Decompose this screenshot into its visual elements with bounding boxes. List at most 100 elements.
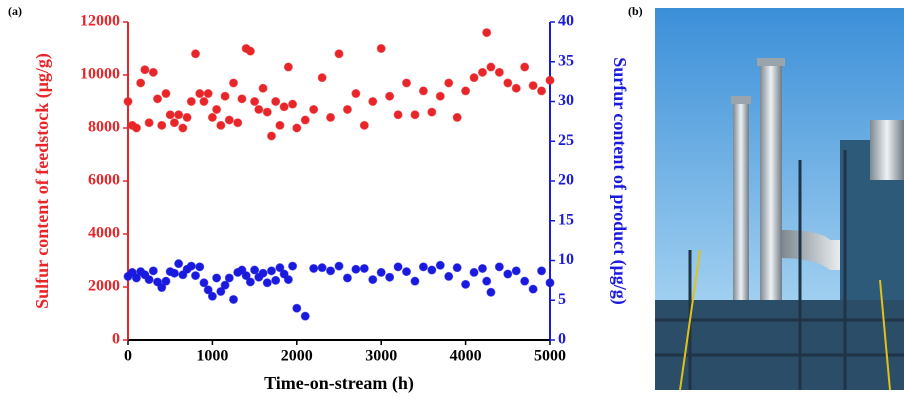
point bbox=[410, 276, 420, 286]
point bbox=[494, 67, 504, 77]
point bbox=[482, 276, 492, 286]
point bbox=[288, 261, 298, 271]
point bbox=[444, 271, 454, 281]
point bbox=[342, 273, 352, 283]
point bbox=[153, 94, 163, 104]
point bbox=[212, 104, 222, 114]
point bbox=[435, 91, 445, 101]
point bbox=[309, 104, 319, 114]
point bbox=[418, 86, 428, 96]
point bbox=[300, 115, 310, 125]
point bbox=[351, 89, 361, 99]
point bbox=[191, 49, 201, 59]
point bbox=[203, 89, 213, 99]
point bbox=[157, 120, 167, 130]
point bbox=[250, 97, 260, 106]
point bbox=[326, 112, 336, 122]
y-tick-label: 2000 bbox=[88, 278, 120, 295]
point bbox=[393, 262, 403, 272]
point bbox=[245, 46, 255, 56]
y-tick-label: 12000 bbox=[80, 13, 120, 30]
point bbox=[469, 73, 479, 83]
point bbox=[461, 86, 471, 96]
y-axis-label: Sulfur content of feedstock (μg/g) bbox=[32, 53, 53, 309]
point bbox=[216, 287, 226, 297]
point bbox=[199, 278, 209, 288]
point bbox=[186, 261, 196, 271]
point bbox=[359, 120, 369, 130]
point bbox=[334, 49, 344, 59]
point bbox=[195, 89, 205, 99]
point bbox=[174, 110, 184, 120]
point bbox=[245, 277, 255, 287]
point bbox=[229, 78, 238, 88]
point bbox=[241, 271, 251, 281]
panel-label: (b) bbox=[628, 4, 643, 18]
point bbox=[402, 267, 412, 277]
x-tick-label: 2000 bbox=[281, 348, 313, 365]
point bbox=[511, 83, 521, 93]
point bbox=[140, 65, 150, 75]
point bbox=[123, 97, 133, 106]
point bbox=[279, 102, 289, 112]
point bbox=[477, 67, 487, 77]
point bbox=[334, 261, 344, 271]
point bbox=[207, 291, 217, 301]
point bbox=[203, 285, 213, 295]
point bbox=[161, 89, 171, 99]
point bbox=[368, 97, 378, 106]
y-tick-label: 8000 bbox=[88, 119, 120, 136]
point bbox=[148, 266, 158, 276]
point bbox=[309, 263, 319, 273]
point bbox=[262, 107, 272, 117]
point bbox=[224, 115, 234, 125]
x-tick-label: 3000 bbox=[365, 348, 397, 365]
point bbox=[199, 97, 209, 106]
point bbox=[359, 263, 369, 273]
point bbox=[528, 284, 538, 294]
point bbox=[317, 263, 327, 273]
point bbox=[537, 266, 547, 276]
point bbox=[178, 123, 188, 133]
point bbox=[283, 62, 293, 72]
point bbox=[385, 272, 395, 282]
point bbox=[233, 118, 243, 128]
point bbox=[368, 275, 378, 285]
x-tick-label: 0 bbox=[124, 348, 132, 365]
point bbox=[283, 275, 293, 285]
point bbox=[220, 91, 230, 101]
y2-tick-label: 25 bbox=[558, 132, 574, 149]
point bbox=[486, 287, 496, 297]
point bbox=[271, 97, 281, 106]
point bbox=[444, 78, 454, 88]
x-tick-label: 5000 bbox=[534, 348, 566, 365]
point bbox=[385, 91, 395, 101]
point bbox=[258, 268, 268, 278]
point bbox=[131, 273, 141, 283]
point bbox=[545, 75, 555, 85]
photo bbox=[655, 8, 904, 391]
y2-tick-label: 5 bbox=[558, 291, 566, 308]
point bbox=[410, 110, 420, 120]
y-tick-label: 6000 bbox=[88, 172, 120, 189]
point bbox=[186, 97, 196, 106]
point bbox=[528, 81, 538, 91]
point bbox=[182, 112, 192, 122]
point bbox=[288, 99, 298, 109]
y2-axis-label: Surfur content of product (μg/g) bbox=[609, 57, 630, 305]
point bbox=[452, 263, 462, 273]
point bbox=[157, 283, 167, 293]
point bbox=[520, 276, 530, 286]
point bbox=[435, 260, 445, 270]
point bbox=[216, 120, 226, 130]
point bbox=[342, 104, 352, 114]
y-tick-label: 4000 bbox=[88, 225, 120, 242]
point bbox=[300, 311, 310, 321]
point bbox=[165, 110, 175, 120]
point bbox=[461, 279, 471, 289]
point bbox=[275, 263, 285, 273]
point bbox=[237, 94, 247, 104]
point bbox=[418, 262, 428, 272]
point bbox=[376, 44, 386, 53]
point bbox=[212, 273, 222, 283]
